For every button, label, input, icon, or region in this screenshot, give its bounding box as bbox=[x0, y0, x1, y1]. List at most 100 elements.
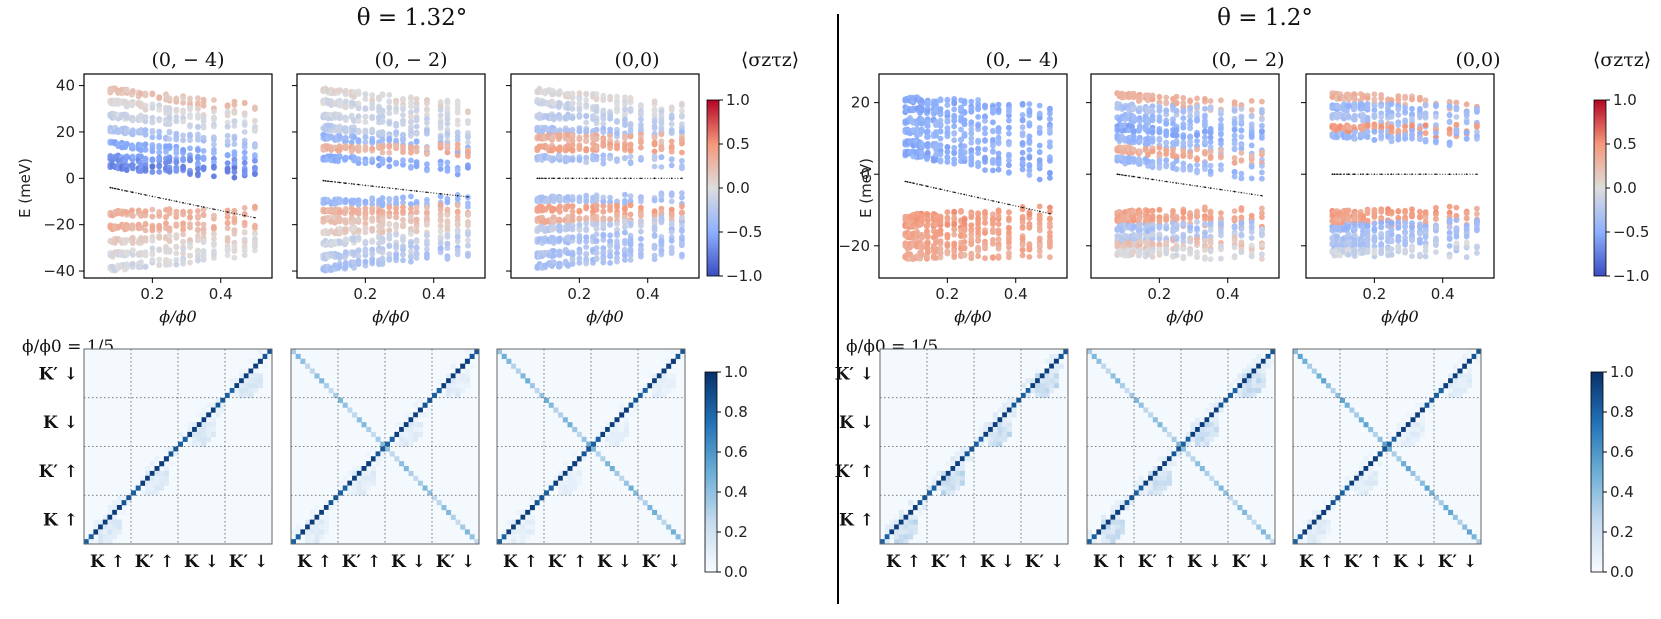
scatter-point bbox=[995, 107, 1002, 113]
scatter-point bbox=[379, 208, 386, 215]
scatter-point bbox=[454, 108, 461, 114]
scatter-point bbox=[1019, 247, 1026, 254]
matrix-cell bbox=[356, 480, 362, 486]
zero-mode-point bbox=[571, 177, 574, 180]
scatter-point bbox=[550, 219, 557, 226]
scatter-point bbox=[362, 139, 369, 146]
zero-mode-point bbox=[556, 177, 559, 179]
matrix-cell bbox=[389, 451, 395, 457]
scatter-point bbox=[1036, 157, 1043, 164]
zero-mode-point bbox=[949, 190, 951, 192]
scatter-point bbox=[379, 238, 386, 245]
scatter-point bbox=[658, 164, 665, 170]
scatter-point bbox=[413, 238, 420, 245]
scatter-point bbox=[173, 147, 180, 153]
scatter-point bbox=[129, 212, 136, 219]
scatter-point bbox=[454, 152, 461, 159]
matrix-cell bbox=[647, 505, 653, 511]
scatter-point bbox=[342, 143, 349, 149]
scatter-point bbox=[668, 115, 675, 121]
scatter-point bbox=[211, 251, 217, 258]
zero-mode-point bbox=[430, 192, 432, 194]
matrix-cell bbox=[506, 529, 512, 535]
matrix-cell bbox=[366, 470, 372, 477]
zero-mode-point bbox=[118, 188, 121, 191]
scatter-point bbox=[465, 200, 471, 207]
matrix-cell bbox=[210, 422, 216, 428]
matrix-cell bbox=[192, 441, 198, 447]
scatter-point bbox=[465, 164, 471, 171]
scatter-point bbox=[576, 112, 583, 119]
xtick-label: 0.4 bbox=[636, 285, 660, 303]
matrix-cell bbox=[544, 480, 549, 486]
matrix-cell bbox=[427, 397, 433, 403]
scatter-point bbox=[1026, 241, 1033, 247]
zero-mode-point bbox=[244, 215, 246, 217]
scatter-point bbox=[138, 153, 144, 160]
matrix-cell bbox=[112, 524, 118, 530]
matrix-cell bbox=[361, 490, 367, 496]
scatter-point bbox=[437, 112, 444, 119]
xtick-label: 0.2 bbox=[140, 285, 164, 303]
matrix-cell bbox=[309, 509, 315, 516]
scatter-point bbox=[990, 215, 996, 222]
matrix-cell bbox=[352, 480, 358, 486]
scatter-point bbox=[342, 197, 349, 204]
matrix-cell bbox=[399, 422, 405, 428]
scatter-point bbox=[583, 127, 590, 134]
scatter-point bbox=[600, 92, 607, 99]
scatter-point bbox=[355, 197, 362, 204]
colorbar-tick-label: 0.8 bbox=[724, 403, 748, 421]
scatter-point bbox=[576, 134, 583, 141]
scatter-point bbox=[556, 227, 563, 234]
scatter-point bbox=[550, 100, 557, 106]
scatter-point bbox=[180, 250, 187, 257]
scatter-point bbox=[627, 94, 634, 101]
scatter-point bbox=[408, 218, 414, 225]
matrix-cell bbox=[380, 451, 386, 457]
matrix-cell bbox=[628, 412, 634, 418]
matrix-cell bbox=[501, 529, 507, 535]
zero-mode-point bbox=[435, 192, 438, 194]
matrix-cell bbox=[661, 392, 667, 399]
scatter-point bbox=[627, 142, 634, 149]
scatter-point bbox=[138, 236, 144, 243]
scatter-point bbox=[924, 134, 931, 140]
matrix-cell bbox=[243, 378, 249, 384]
panel-title-l3: (0,0) bbox=[614, 49, 659, 71]
matrix-cell bbox=[567, 485, 573, 491]
matrix-cell bbox=[149, 490, 155, 496]
matrix-cell bbox=[619, 422, 625, 428]
matrix-cell bbox=[196, 422, 202, 428]
scatter-point bbox=[627, 127, 634, 134]
colorbar-sigma bbox=[706, 99, 720, 277]
scatter-point bbox=[1047, 244, 1053, 250]
scatter-point bbox=[408, 103, 414, 110]
zero-mode-point bbox=[345, 182, 347, 184]
matrix-cell bbox=[93, 519, 99, 525]
scatter-point bbox=[200, 134, 207, 141]
scatter-point bbox=[138, 162, 144, 169]
zero-mode-point bbox=[655, 177, 657, 179]
scatter-point bbox=[142, 220, 149, 227]
scatter-point bbox=[990, 127, 996, 134]
scatter-point bbox=[569, 194, 576, 200]
matrix-cell bbox=[529, 383, 535, 389]
matrix-cell bbox=[591, 441, 596, 447]
matrix-cell bbox=[520, 509, 526, 516]
zero-mode-point bbox=[195, 204, 197, 207]
scatter-point bbox=[408, 163, 414, 170]
matrix-cell bbox=[347, 470, 353, 477]
zero-mode-point bbox=[979, 197, 981, 199]
zero-mode-point bbox=[397, 188, 399, 190]
matrix-cell bbox=[638, 392, 643, 399]
matrix-cell bbox=[562, 490, 568, 496]
scatter-point bbox=[556, 88, 563, 95]
scatter-point bbox=[937, 117, 944, 124]
zero-mode-point bbox=[242, 214, 244, 216]
scatter-point bbox=[200, 206, 207, 213]
matrix-cell bbox=[450, 388, 456, 394]
scatter-point bbox=[351, 100, 357, 107]
zero-mode-point bbox=[922, 184, 924, 186]
